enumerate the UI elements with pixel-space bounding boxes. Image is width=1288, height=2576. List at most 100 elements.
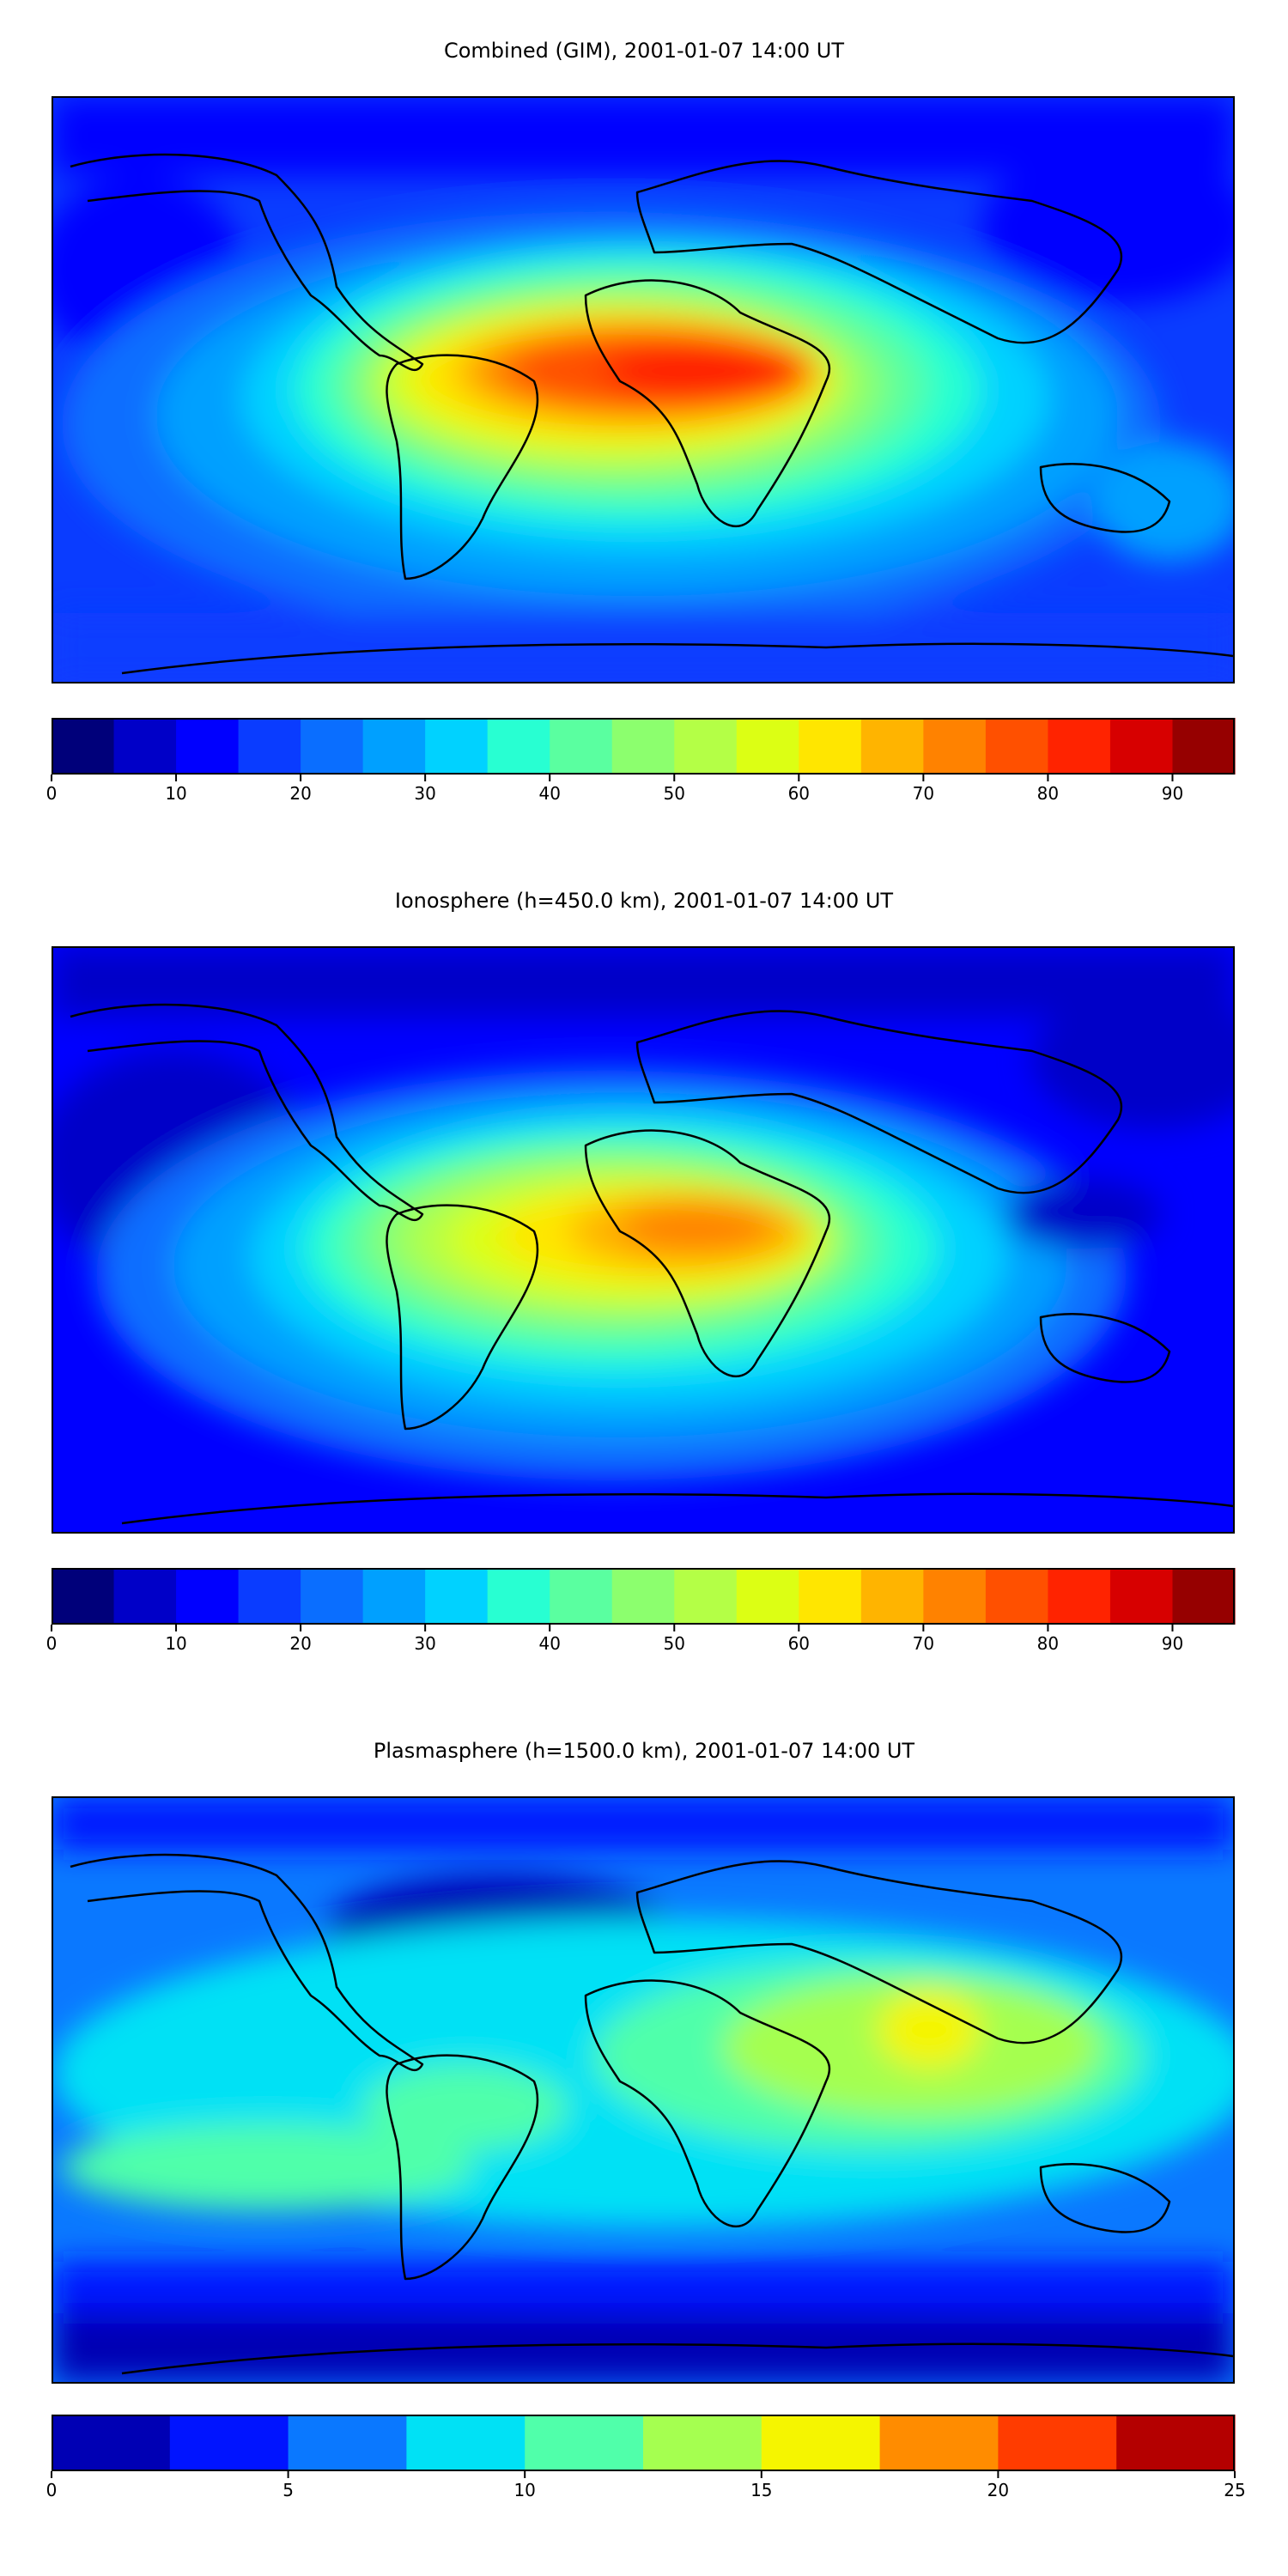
colorbar-segment xyxy=(736,1568,799,1625)
colorbar-segment xyxy=(643,2415,762,2471)
colorbar-segment xyxy=(799,718,862,775)
colorbar-segment xyxy=(611,718,675,775)
coastlines xyxy=(70,153,1233,675)
panel-3-map xyxy=(52,1796,1235,2384)
colorbar-segment xyxy=(1109,718,1174,775)
colorbar-tick-label: 80 xyxy=(1036,1633,1060,1654)
panel-1-map xyxy=(52,96,1235,683)
colorbar-segment xyxy=(611,1568,675,1625)
colorbar-segment xyxy=(113,1568,177,1625)
colorbar-segment xyxy=(425,718,489,775)
colorbar-tick-label: 10 xyxy=(165,783,187,804)
coastlines xyxy=(70,1853,1233,2375)
colorbar-border xyxy=(52,1568,1235,1625)
colorbar-segment xyxy=(288,2415,407,2471)
colorbar-tick-label: 5 xyxy=(283,2480,294,2500)
colorbar-segment xyxy=(736,718,799,775)
colorbar-tick-label: 0 xyxy=(46,1633,58,1654)
colorbar-tick-label: 40 xyxy=(538,783,561,804)
colorbar-tick-label: 20 xyxy=(289,783,312,804)
panel-1-colorbar xyxy=(51,718,1236,781)
colorbar-tick-label: 80 xyxy=(1036,783,1060,804)
colorbar-segment xyxy=(113,718,177,775)
panel-1-map-svg xyxy=(53,98,1233,682)
colorbar-segment xyxy=(985,1568,1049,1625)
colorbar-segment xyxy=(1048,1568,1111,1625)
panel-2-colorbar-svg xyxy=(51,1568,1236,1631)
colorbar-tick-label: 90 xyxy=(1161,783,1184,804)
panel-3-colorbar xyxy=(51,2415,1236,2478)
colorbar-segment xyxy=(998,2415,1117,2471)
colorbar-segment xyxy=(923,1568,987,1625)
colorbar-segment xyxy=(238,718,301,775)
colorbar-tick-label: 30 xyxy=(414,1633,436,1654)
coastlines xyxy=(70,1003,1233,1525)
colorbar-segment xyxy=(985,718,1049,775)
colorbar-segment xyxy=(761,2415,881,2471)
colorbar-segment xyxy=(860,1568,924,1625)
panel-1-colorbar-ticks: 0 10 20 30 40 50 60 70 80 90 xyxy=(46,783,1235,809)
colorbar-segment xyxy=(1109,1568,1174,1625)
colorbar-segment xyxy=(487,1568,550,1625)
colorbar-border xyxy=(52,2415,1235,2471)
colorbar-segment xyxy=(674,1568,738,1625)
colorbar-segment xyxy=(425,1568,489,1625)
panel-3-colorbar-svg xyxy=(51,2415,1236,2478)
panel-2-title: Ionosphere (h=450.0 km), 2001-01-07 14:0… xyxy=(394,889,894,913)
colorbar-segment xyxy=(176,718,240,775)
colorbar-segment xyxy=(1116,2415,1236,2471)
colorbar-tick-label: 10 xyxy=(165,1633,187,1654)
colorbar-segment xyxy=(674,718,738,775)
colorbar-segment xyxy=(550,718,613,775)
colorbar-segment xyxy=(169,2415,289,2471)
colorbar-segment xyxy=(301,718,364,775)
colorbar-segment xyxy=(550,1568,613,1625)
colorbar-tick-label: 20 xyxy=(289,1633,312,1654)
colorbar-segment xyxy=(487,718,550,775)
colorbar-tick-label: 60 xyxy=(787,783,811,804)
colorbar-tick-label: 60 xyxy=(787,1633,811,1654)
panel-1-colorbar-svg xyxy=(51,718,1236,781)
colorbar-segment xyxy=(362,718,426,775)
colorbar-segment xyxy=(1172,718,1236,775)
panel-2-map-svg xyxy=(53,948,1233,1532)
colorbar-segment xyxy=(301,1568,364,1625)
colorbar-segment xyxy=(525,2415,644,2471)
colorbar-tick-label: 20 xyxy=(987,2480,1010,2500)
colorbar-segment xyxy=(238,1568,301,1625)
colorbar-segment xyxy=(52,2415,171,2471)
colorbar-segment xyxy=(52,718,115,775)
colorbar-tick-label: 0 xyxy=(46,2480,58,2500)
colorbar-tick-label: 70 xyxy=(912,783,935,804)
colorbar-segment xyxy=(860,718,924,775)
colorbar-segment xyxy=(362,1568,426,1625)
colorbar-tick-label: 70 xyxy=(912,1633,935,1654)
colorbar-tick-label: 25 xyxy=(1224,2480,1246,2500)
colorbar-segment xyxy=(923,718,987,775)
colorbar-segment xyxy=(406,2415,526,2471)
colorbar-tick-label: 50 xyxy=(663,1633,685,1654)
panel-3-title: Plasmasphere (h=1500.0 km), 2001-01-07 1… xyxy=(373,1739,915,1763)
tec-contours xyxy=(53,1798,1233,2382)
tec-contours xyxy=(53,948,1233,1480)
panel-2-colorbar xyxy=(51,1568,1236,1631)
colorbar-segment xyxy=(799,1568,862,1625)
colorbar-segment xyxy=(1172,1568,1236,1625)
colorbar-segment xyxy=(52,1568,115,1625)
colorbar-segment xyxy=(879,2415,999,2471)
colorbar-tick-label: 10 xyxy=(513,2480,536,2500)
colorbar-tick-label: 15 xyxy=(750,2480,773,2500)
colorbar-tick-label: 40 xyxy=(538,1633,561,1654)
panel-2-colorbar-ticks: 0 10 20 30 40 50 60 70 80 90 xyxy=(46,1633,1235,1659)
panel-3-map-svg xyxy=(53,1798,1233,2382)
colorbar-segment xyxy=(1048,718,1111,775)
panel-3-colorbar-ticks: 0 5 10 15 20 25 xyxy=(46,2480,1246,2506)
colorbar-tick-label: 50 xyxy=(663,783,685,804)
panel-2-map xyxy=(52,946,1235,1534)
colorbar-tick-label: 0 xyxy=(46,783,58,804)
colorbar-border xyxy=(52,718,1235,775)
colorbar-tick-label: 90 xyxy=(1161,1633,1184,1654)
panel-1-title: Combined (GIM), 2001-01-07 14:00 UT xyxy=(443,39,845,63)
colorbar-tick-label: 30 xyxy=(414,783,436,804)
colorbar-segment xyxy=(176,1568,240,1625)
